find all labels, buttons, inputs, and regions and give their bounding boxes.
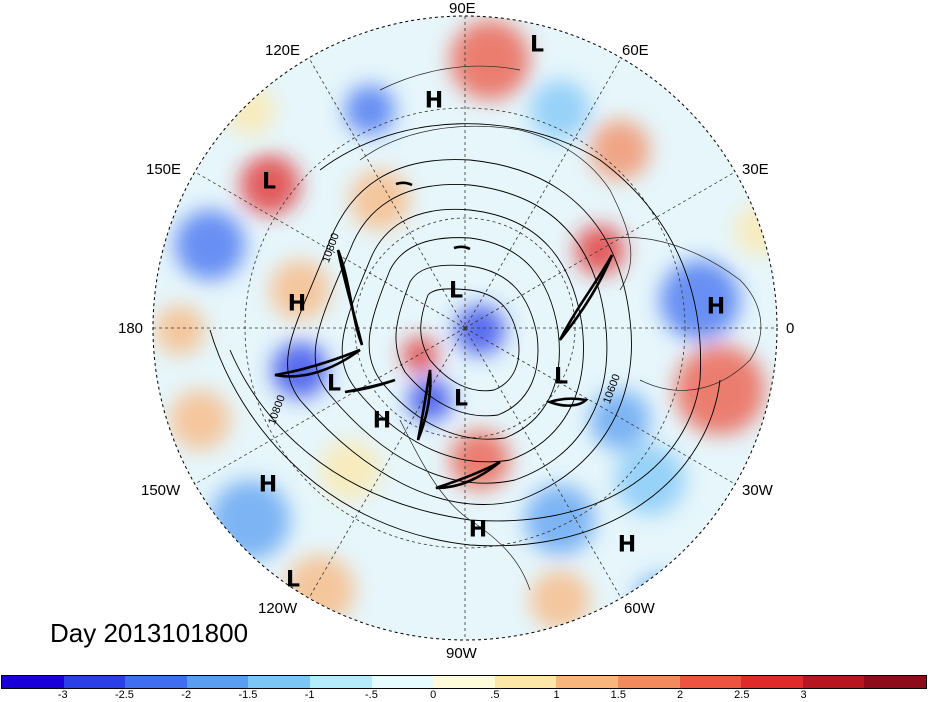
lon-label-150w: 150W xyxy=(141,482,181,499)
colorbar-swatch xyxy=(309,676,372,688)
pressure-center-high: H xyxy=(706,294,726,320)
anomaly-blob xyxy=(225,85,275,135)
graticule xyxy=(153,16,777,640)
pressure-center-high: H xyxy=(287,291,307,317)
colorbar-swatch xyxy=(2,676,64,688)
lon-label-150e: 150E xyxy=(146,161,182,178)
colorbar-swatch xyxy=(248,676,310,688)
anomaly-blob xyxy=(155,305,205,355)
colorbar-swatch xyxy=(371,676,434,688)
anomaly-blob xyxy=(350,170,410,230)
colorbar-tick-label: -2 xyxy=(181,689,192,701)
anomaly-blob xyxy=(530,570,590,630)
colorbar-swatch xyxy=(617,676,680,688)
colorbar-swatch xyxy=(802,676,865,688)
anomaly-blob xyxy=(210,480,290,560)
colorbar-swatch xyxy=(63,676,126,688)
lon-label-60e: 60E xyxy=(622,42,649,59)
anomaly-blob xyxy=(590,120,650,180)
anomaly-blob xyxy=(615,445,685,515)
anomaly-blob xyxy=(345,85,395,135)
anomaly-blob xyxy=(530,80,590,140)
colorbar-tick-label: 1 xyxy=(553,689,560,701)
anomaly-blob xyxy=(525,485,595,555)
colorbar-swatch xyxy=(186,676,249,688)
colorbar-tick-label: .5 xyxy=(490,689,500,701)
polar-map xyxy=(152,15,778,641)
colorbar-tick-label: -3 xyxy=(57,689,68,701)
anomaly-blob xyxy=(175,210,245,280)
pressure-center-high: H xyxy=(258,472,278,498)
anomaly-field xyxy=(153,16,777,640)
lon-label-180: 180 xyxy=(118,320,144,337)
pressure-center-low: L xyxy=(285,567,301,593)
lon-label-90w: 90W xyxy=(446,645,477,662)
colorbar-swatch xyxy=(125,676,187,688)
pressure-center-high: H xyxy=(617,532,637,558)
colorbar-tick-label: -2.5 xyxy=(114,689,134,701)
colorbar-swatch xyxy=(556,676,618,688)
lon-label-90e: 90E xyxy=(449,0,476,17)
anomaly-blob xyxy=(402,337,438,373)
coastlines xyxy=(359,65,762,591)
date-title: Day 2013101800 xyxy=(50,618,249,648)
anomaly-blob xyxy=(735,205,777,255)
colorbar xyxy=(1,675,927,689)
lon-label-0: 0 xyxy=(786,320,795,337)
colorbar-tick-label: 3 xyxy=(800,689,807,701)
anomaly-blob xyxy=(320,440,380,500)
anomaly-blob xyxy=(240,155,300,215)
height-contours xyxy=(209,123,721,547)
colorbar-tick-label: -.5 xyxy=(364,689,378,701)
colorbar-ticks: -3 -2.5 -2 -1.5 -1 -.5 0 .5 1 1.5 2 2.5 3 xyxy=(0,689,928,702)
colorbar-tick-label: 1.5 xyxy=(610,689,626,701)
colorbar-tick-label: 2.5 xyxy=(734,689,750,701)
pressure-center-high: H xyxy=(372,408,392,434)
pressure-center-low: L xyxy=(326,371,342,397)
lon-label-60w: 60W xyxy=(624,600,655,617)
pressure-center-low: L xyxy=(553,364,569,390)
anomaly-blob xyxy=(170,390,230,450)
anomaly-blob xyxy=(270,260,330,320)
colorbar-swatch xyxy=(679,676,742,688)
anomaly-blob xyxy=(455,305,505,355)
pressure-center-low: L xyxy=(529,32,545,58)
lon-label-120w: 120W xyxy=(258,600,298,617)
pressure-center-low: L xyxy=(453,386,469,412)
pressure-center-high: H xyxy=(468,517,488,543)
anomaly-blob xyxy=(450,20,530,100)
colorbar-tick-label: 0 xyxy=(430,689,437,701)
colorbar-swatch xyxy=(864,676,926,688)
colorbar-swatch xyxy=(433,676,495,688)
map-boundary xyxy=(152,15,778,641)
lon-label-30e: 30E xyxy=(742,161,769,178)
colorbar-swatch xyxy=(494,676,557,688)
jet-streaks xyxy=(274,181,614,490)
colorbar-tick-label: 2 xyxy=(677,689,684,701)
pressure-center-low: L xyxy=(448,278,464,304)
anomaly-blob xyxy=(675,345,765,435)
pressure-center-high: H xyxy=(424,88,444,114)
colorbar-swatch xyxy=(741,676,803,688)
colorbar-tick-label: -1.5 xyxy=(238,689,258,701)
colorbar-tick-label: -1 xyxy=(304,689,315,701)
pressure-center-low: L xyxy=(261,169,277,195)
lon-label-30w: 30W xyxy=(742,482,773,499)
anomaly-blob xyxy=(575,225,625,275)
lon-label-120e: 120E xyxy=(265,42,301,59)
